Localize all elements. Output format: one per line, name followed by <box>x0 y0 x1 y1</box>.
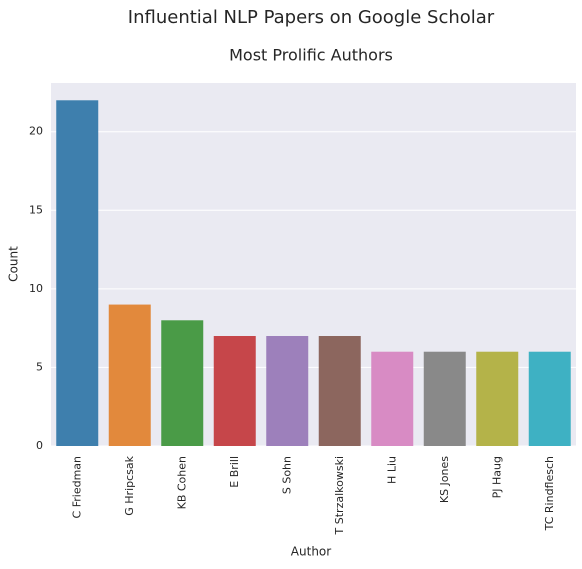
chart-title: Influential NLP Papers on Google Scholar <box>128 7 495 28</box>
x-tick-label: T Strzalkowski <box>333 456 346 535</box>
bar <box>213 336 256 446</box>
bar <box>56 100 99 447</box>
bar <box>266 336 309 446</box>
x-axis-label: Author <box>291 545 331 559</box>
bar <box>423 351 466 446</box>
bar <box>371 351 414 446</box>
x-tick-label: S Sohn <box>280 456 293 494</box>
x-tick-label: H Liu <box>385 456 398 484</box>
y-axis-label: Count <box>7 246 21 282</box>
x-tick-label: KB Cohen <box>175 456 188 509</box>
x-tick-label: KS Jones <box>438 456 451 503</box>
x-tick-label: PJ Haug <box>490 456 503 498</box>
y-tick-label: 10 <box>29 282 43 295</box>
y-tick-label: 15 <box>29 203 43 216</box>
y-tick-label: 20 <box>29 125 43 138</box>
bar <box>528 351 571 446</box>
x-tick-label: C Friedman <box>70 456 83 518</box>
bar <box>476 351 519 446</box>
y-tick-label: 5 <box>36 360 43 373</box>
x-tick-label: E Brill <box>228 456 241 488</box>
x-tick-label: TC Rindflesch <box>543 456 556 531</box>
chart-subtitle: Most Prolific Authors <box>229 46 393 65</box>
bar <box>161 320 204 446</box>
bar <box>108 304 151 446</box>
x-tick-label: G Hripcsak <box>123 455 136 515</box>
y-tick-label: 0 <box>36 439 43 452</box>
bar <box>318 336 361 446</box>
